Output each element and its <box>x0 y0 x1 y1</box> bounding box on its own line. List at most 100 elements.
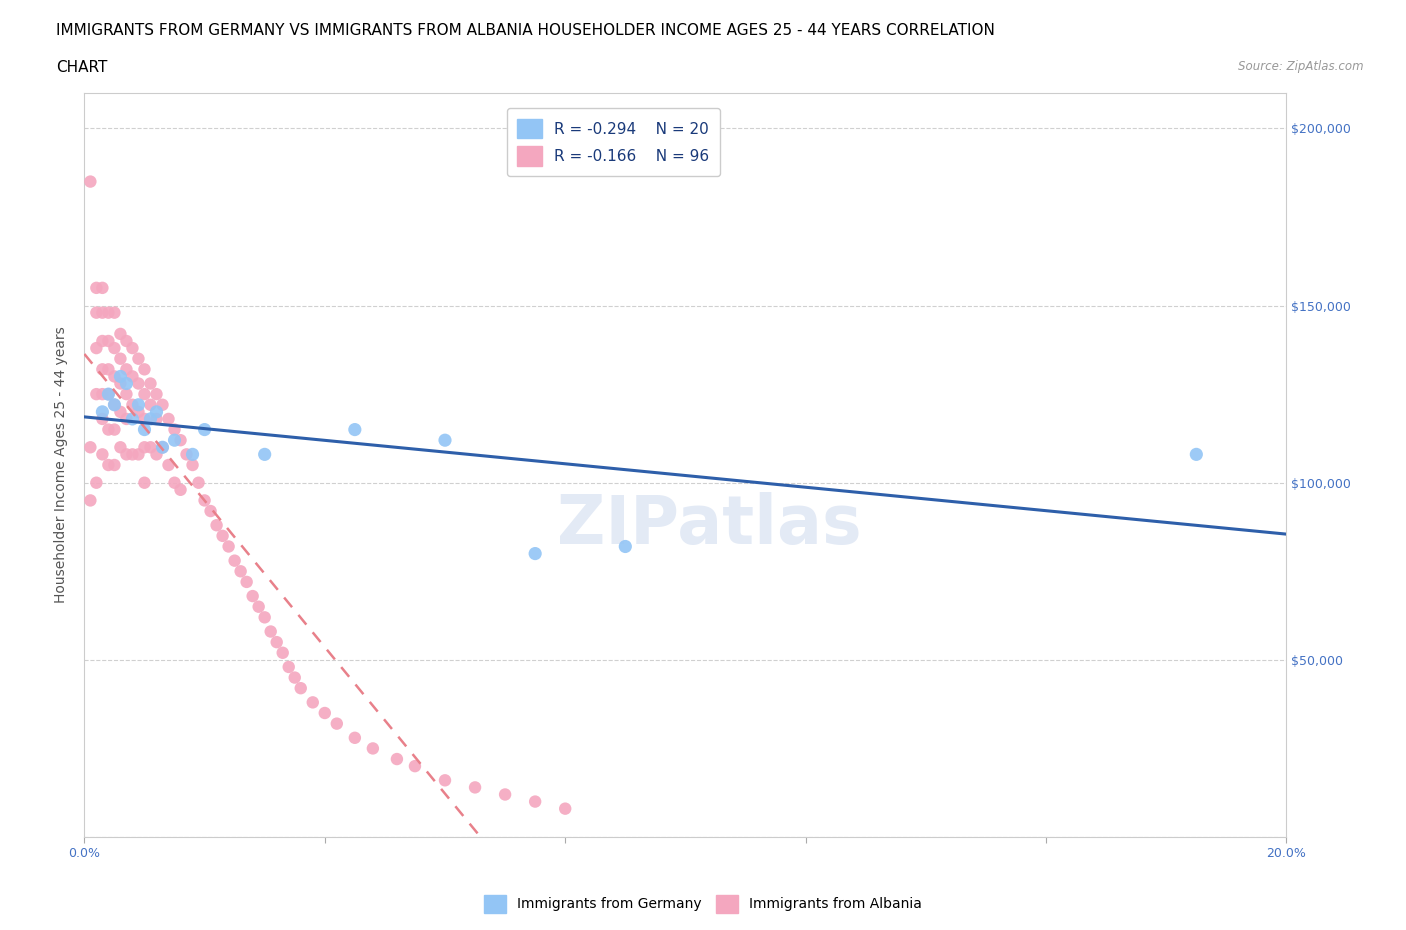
Point <box>103 458 125 472</box>
Point <box>79 493 101 508</box>
Point <box>163 422 186 437</box>
Point <box>169 483 191 498</box>
Point <box>524 546 547 561</box>
Point <box>121 447 143 462</box>
Point <box>494 787 516 802</box>
Point <box>91 405 114 419</box>
Point <box>79 440 101 455</box>
Point <box>266 634 288 649</box>
Point <box>91 305 114 320</box>
Point <box>110 352 132 366</box>
Point <box>127 405 149 419</box>
Point <box>110 376 132 391</box>
Point <box>361 741 384 756</box>
Point <box>86 475 108 490</box>
Point <box>86 387 108 402</box>
Point <box>139 376 162 391</box>
Point <box>91 387 114 402</box>
Point <box>91 362 114 377</box>
Point <box>247 599 270 614</box>
Point <box>139 411 162 426</box>
Point <box>110 369 132 384</box>
Point <box>235 575 257 590</box>
Point <box>211 528 233 543</box>
Point <box>97 387 120 402</box>
Point <box>145 411 167 426</box>
Point <box>163 475 186 490</box>
Point <box>121 340 143 355</box>
Point <box>343 730 366 745</box>
Point <box>271 645 294 660</box>
Point <box>86 340 108 355</box>
Point <box>524 794 547 809</box>
Point <box>110 440 132 455</box>
Point <box>91 334 114 349</box>
Point <box>326 716 349 731</box>
Legend: Immigrants from Germany, Immigrants from Albania: Immigrants from Germany, Immigrants from… <box>478 889 928 919</box>
Point <box>97 334 120 349</box>
Point <box>176 447 198 462</box>
Point <box>121 369 143 384</box>
Point <box>434 432 457 447</box>
Point <box>229 564 252 578</box>
Point <box>97 422 120 437</box>
Point <box>127 447 149 462</box>
Point <box>157 458 180 472</box>
Point <box>301 695 323 710</box>
Point <box>115 447 138 462</box>
Point <box>115 387 138 402</box>
Point <box>97 305 120 320</box>
Point <box>218 539 240 554</box>
Point <box>134 440 156 455</box>
Text: CHART: CHART <box>56 60 108 75</box>
Point <box>121 411 143 426</box>
Point <box>91 447 114 462</box>
Point <box>290 681 312 696</box>
Point <box>127 397 149 412</box>
Point <box>224 553 246 568</box>
Point <box>103 305 125 320</box>
Point <box>134 411 156 426</box>
Legend: R = -0.294    N = 20, R = -0.166    N = 96: R = -0.294 N = 20, R = -0.166 N = 96 <box>506 108 720 177</box>
Point <box>115 376 138 391</box>
Point <box>127 352 149 366</box>
Point <box>614 539 637 554</box>
Text: Source: ZipAtlas.com: Source: ZipAtlas.com <box>1239 60 1364 73</box>
Point <box>139 397 162 412</box>
Point <box>314 706 336 721</box>
Point <box>385 751 408 766</box>
Point <box>152 397 174 412</box>
Point <box>181 458 204 472</box>
Point <box>79 174 101 189</box>
Point <box>86 305 108 320</box>
Point <box>97 387 120 402</box>
Point <box>152 440 174 455</box>
Point <box>404 759 426 774</box>
Point <box>103 369 125 384</box>
Point <box>253 447 276 462</box>
Point <box>277 659 299 674</box>
Point <box>103 397 125 412</box>
Text: ZIPatlas: ZIPatlas <box>557 492 862 557</box>
Point <box>86 281 108 296</box>
Point <box>103 422 125 437</box>
Point <box>110 405 132 419</box>
Point <box>97 458 120 472</box>
Point <box>115 362 138 377</box>
Point <box>110 326 132 341</box>
Point <box>194 422 217 437</box>
Point <box>115 411 138 426</box>
Point <box>205 518 228 533</box>
Point <box>97 362 120 377</box>
Point <box>434 773 457 788</box>
Point <box>91 411 114 426</box>
Y-axis label: Householder Income Ages 25 - 44 years: Householder Income Ages 25 - 44 years <box>55 326 69 604</box>
Point <box>187 475 209 490</box>
Point <box>169 432 191 447</box>
Point <box>194 493 217 508</box>
Point <box>134 387 156 402</box>
Point <box>200 504 222 519</box>
Point <box>253 610 276 625</box>
Point <box>134 422 156 437</box>
Point <box>103 397 125 412</box>
